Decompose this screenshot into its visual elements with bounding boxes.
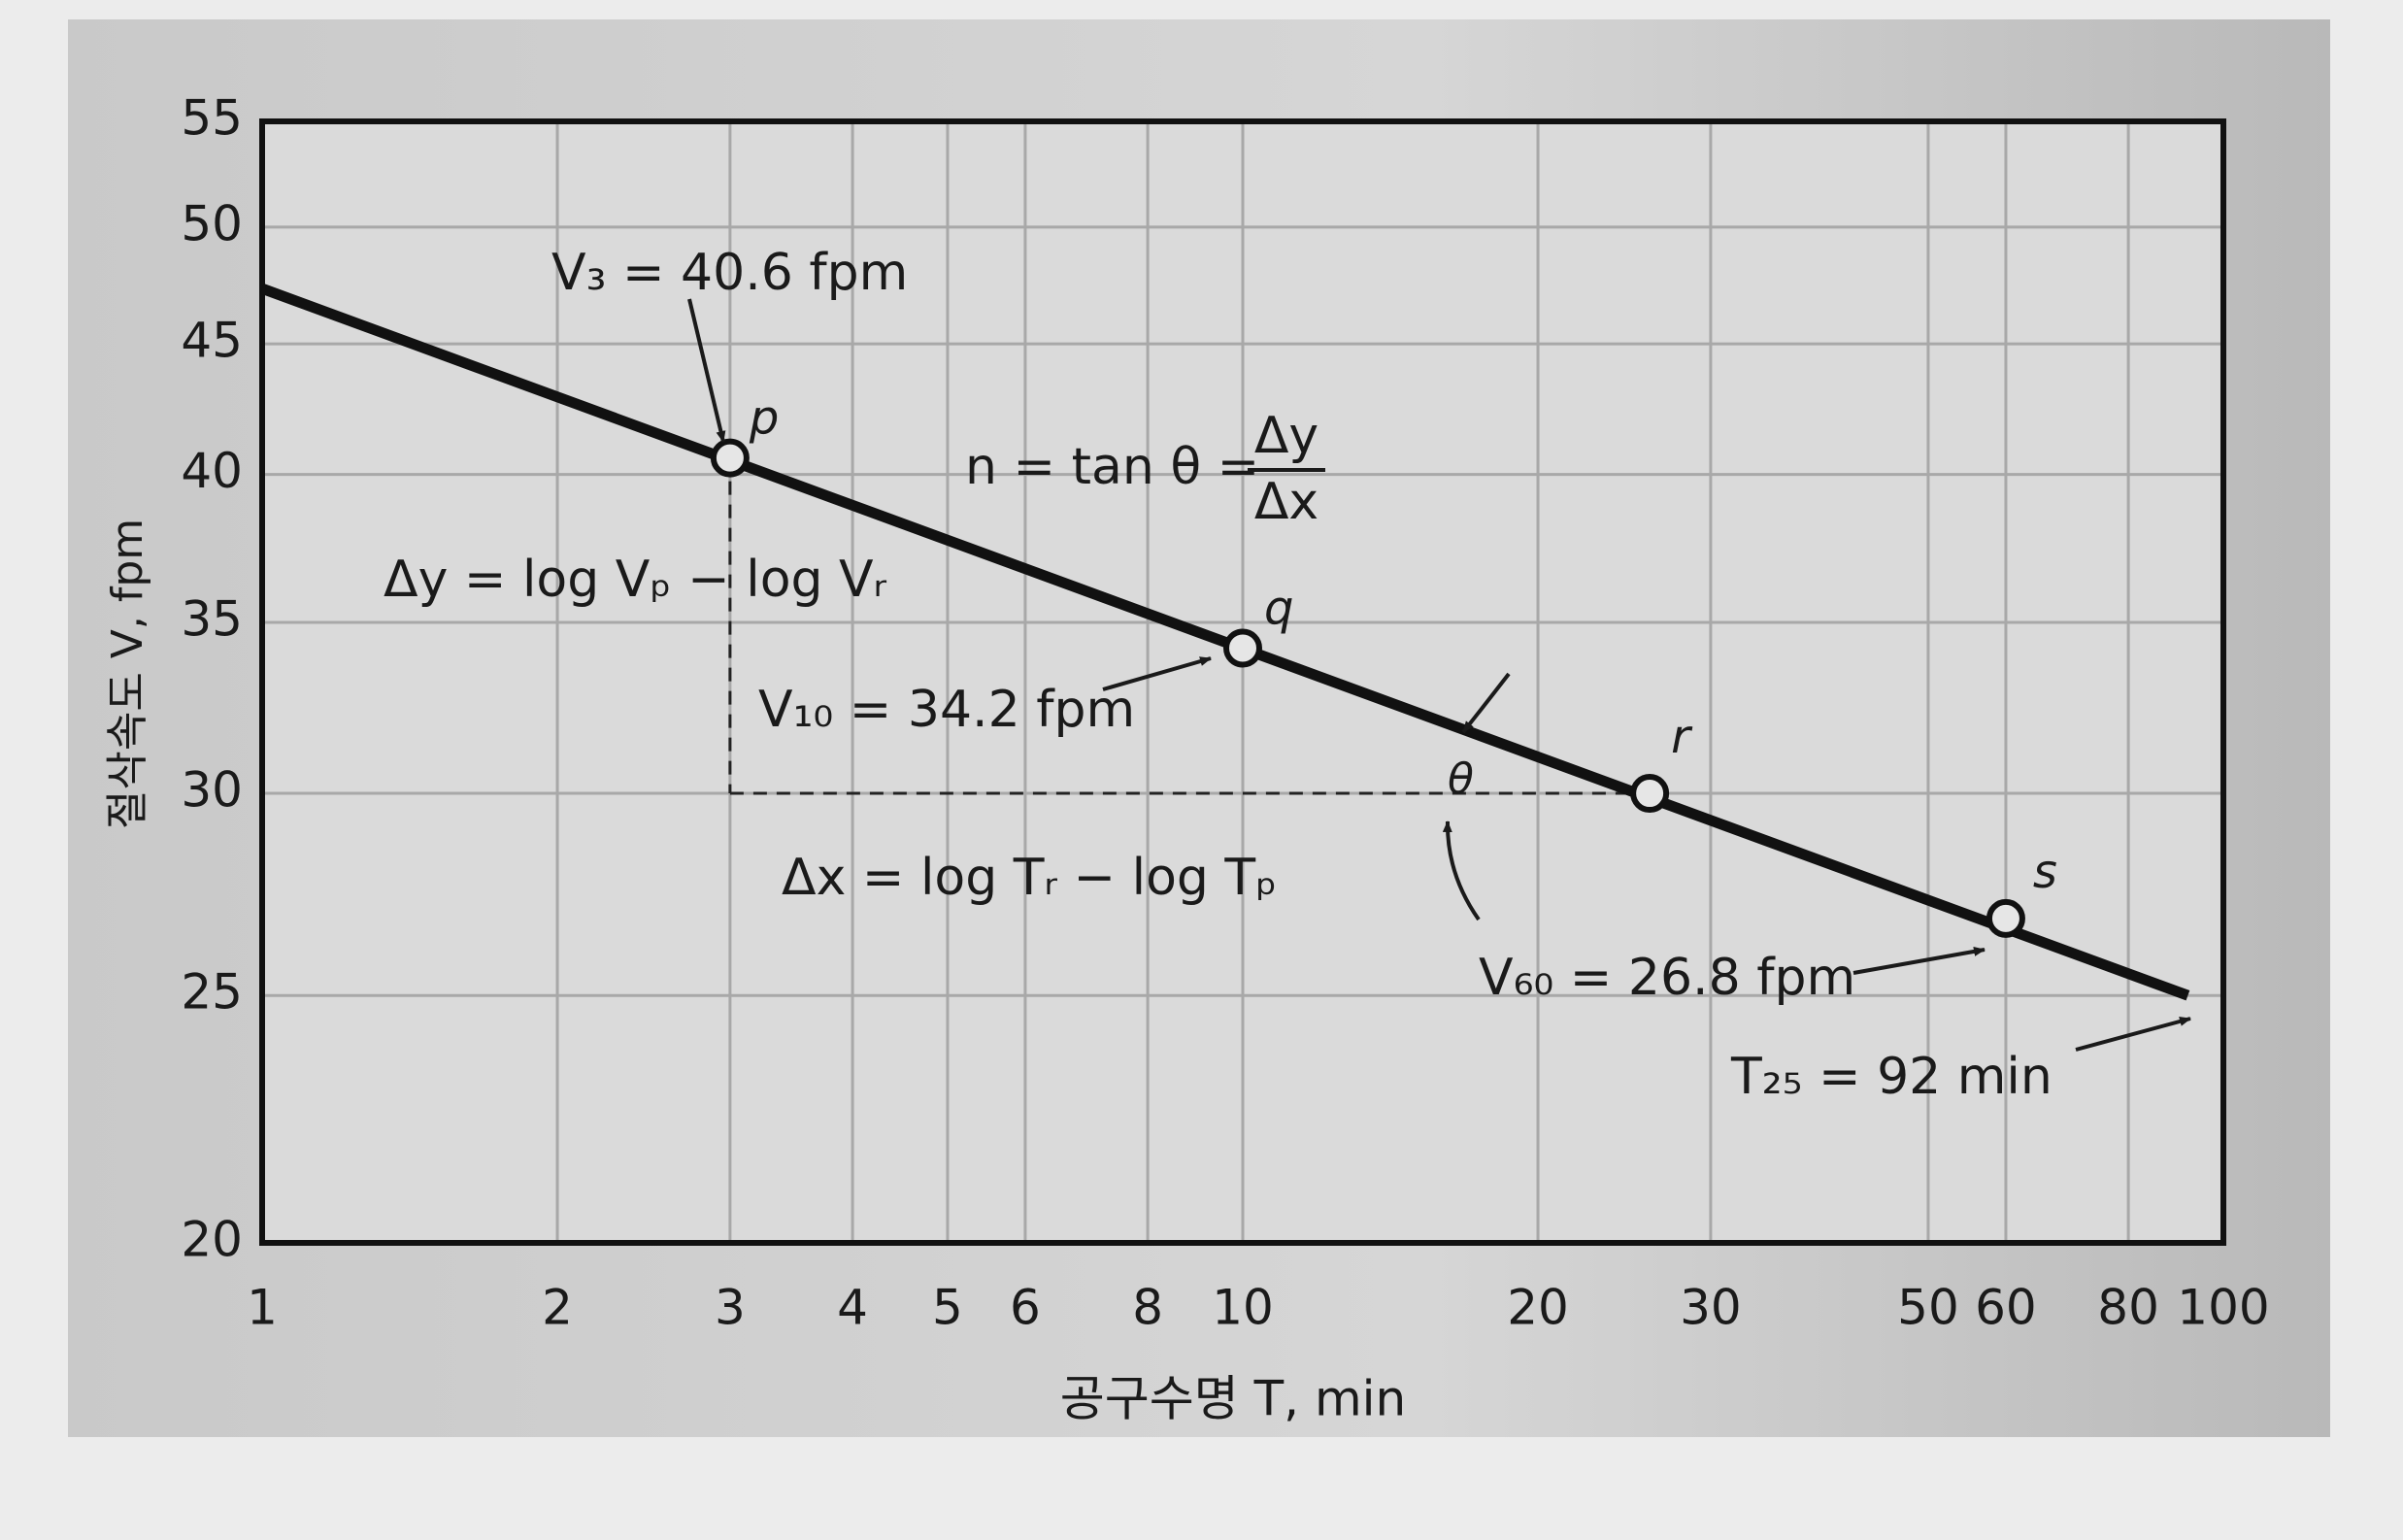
point [1630, 774, 1670, 814]
x-tick-label: 80 [2097, 1280, 2159, 1336]
annotation: θ [1448, 754, 1474, 804]
formula: Δy [1254, 407, 1318, 465]
formula: n = tan θ = [965, 438, 1259, 496]
y-tick-label: 50 [181, 195, 243, 251]
annotation: Δy = log Vₚ − log Vᵣ [384, 551, 887, 609]
y-axis-label: 절삭속도 V, fpm [103, 519, 152, 829]
point-label: q [1264, 581, 1293, 635]
annotation: T₂₅ = 92 min [1730, 1048, 2053, 1106]
point-label: s [2033, 845, 2057, 899]
x-tick-label: 5 [932, 1280, 963, 1336]
plot-frame [259, 118, 2226, 1246]
y-tick-label: 45 [181, 313, 243, 369]
point [710, 438, 750, 478]
x-tick-label: 2 [542, 1280, 573, 1336]
point [1223, 628, 1262, 668]
y-tick-label: 25 [181, 964, 243, 1021]
x-tick-label: 8 [1132, 1280, 1163, 1336]
point-label: p [749, 391, 779, 446]
point-label: r [1671, 710, 1693, 764]
annotation: Δx = log Tᵣ − log Tₚ [782, 849, 1277, 907]
x-tick-label: 4 [837, 1280, 868, 1336]
x-tick-label: 20 [1507, 1280, 1569, 1336]
x-axis-label: 공구수명 T, min [1060, 1371, 1407, 1427]
arrow [2075, 1017, 2191, 1052]
annotation: V₃ = 40.6 fpm [551, 244, 908, 302]
annotation: V₁₀ = 34.2 fpm [758, 681, 1135, 739]
x-tick-label: 6 [1010, 1280, 1041, 1336]
angle-arrow [1461, 672, 1511, 734]
arrow [687, 298, 726, 443]
annotation: V₆₀ = 26.8 fpm [1479, 949, 1855, 1007]
x-tick-label: 50 [1897, 1280, 1959, 1336]
y-tick-label: 20 [181, 1212, 243, 1268]
y-tick-label: 55 [181, 90, 243, 147]
x-tick-label: 1 [247, 1280, 278, 1336]
y-tick-label: 30 [181, 762, 243, 819]
point [1986, 898, 2025, 938]
y-tick-label: 40 [181, 443, 243, 499]
x-tick-label: 3 [715, 1280, 746, 1336]
y-tick-label: 35 [181, 591, 243, 648]
arrow [1852, 947, 1986, 975]
arrow [1102, 656, 1212, 691]
x-tick-label: 30 [1680, 1280, 1742, 1336]
formula: Δx [1254, 473, 1318, 531]
x-tick-label: 60 [1975, 1280, 2037, 1336]
angle-arrow [1442, 820, 1481, 921]
x-tick-label: 100 [2177, 1280, 2269, 1336]
x-tick-label: 10 [1212, 1280, 1274, 1336]
